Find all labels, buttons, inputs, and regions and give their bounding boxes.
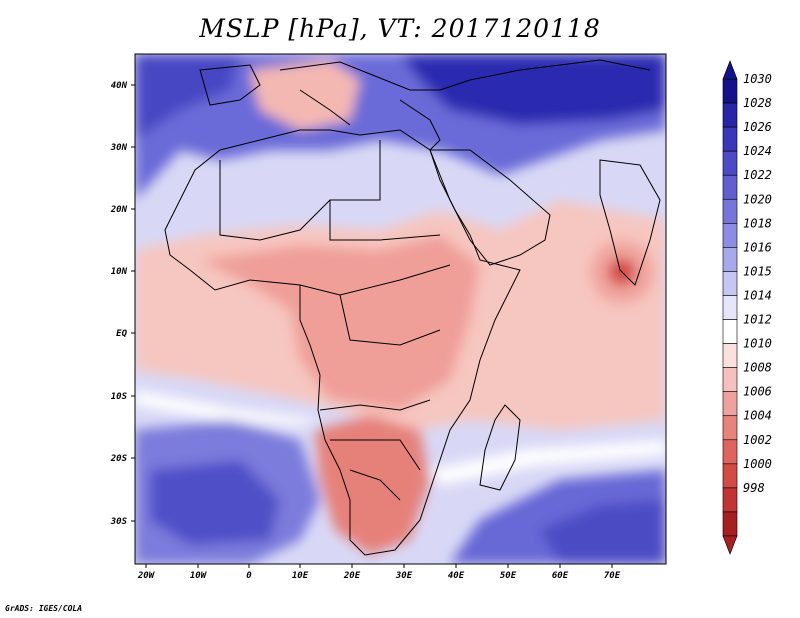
colorbar-swatch xyxy=(722,174,738,200)
colorbar-label: 1016 xyxy=(743,240,772,254)
lon-label: 10W xyxy=(190,571,208,581)
credit-text: GrADS: IGES/COLA xyxy=(5,604,83,613)
lat-label: 10N xyxy=(111,267,128,277)
colorbar-label: 998 xyxy=(743,481,765,495)
colorbar-label: 1022 xyxy=(743,168,772,182)
colorbar-swatch xyxy=(722,223,738,248)
lat-label: 20N xyxy=(110,205,128,215)
colorbar-label: 1014 xyxy=(743,288,772,302)
lon-label: 20E xyxy=(343,571,361,581)
colorbar-label: 1008 xyxy=(743,361,772,375)
lat-label: 40N xyxy=(111,81,128,91)
colorbar-label: 1002 xyxy=(743,433,772,447)
lat-label: 20S xyxy=(110,454,128,464)
colorbar-label: 1028 xyxy=(743,96,772,110)
colorbar-bottom-arrow xyxy=(722,535,738,555)
colorbar-label: 1006 xyxy=(743,385,772,399)
colorbar-swatch xyxy=(722,126,738,152)
lon-label: 0 xyxy=(246,571,252,581)
lon-label: 70E xyxy=(604,571,621,581)
colorbar-swatch xyxy=(722,415,738,441)
colorbar-swatch xyxy=(722,367,738,392)
colorbar-label: 1010 xyxy=(743,337,772,351)
lon-label: 50E xyxy=(500,571,517,581)
lat-label: EQ xyxy=(116,329,127,339)
colorbar-label: 1026 xyxy=(743,120,772,134)
colorbar-swatch xyxy=(722,295,738,320)
lon-label: 40E xyxy=(448,571,465,581)
colorbar-swatch xyxy=(722,463,738,489)
lat-label: 30S xyxy=(110,517,128,527)
lon-axis: 20W 10W 0 10E 20E 30E 40E 50E 60E 70E xyxy=(137,564,621,581)
colorbar-swatch xyxy=(722,391,738,417)
lon-label: 60E xyxy=(552,571,569,581)
colorbar-top-arrow xyxy=(722,60,738,80)
colorbar-swatch xyxy=(722,439,738,465)
colorbar-label: 1024 xyxy=(743,144,772,158)
colorbar-swatch xyxy=(722,198,738,224)
lat-label: 10S xyxy=(111,392,128,402)
colorbar-swatch xyxy=(722,511,738,537)
lon-label: 10E xyxy=(292,571,309,581)
colorbar-swatch xyxy=(722,102,738,128)
colorbar-swatch xyxy=(722,150,738,176)
map-title: MSLP [hPa], VT: 2017120118 xyxy=(199,14,601,43)
colorbar-label: 1004 xyxy=(743,409,772,423)
coastlines xyxy=(164,59,661,556)
colorbar-label: 1018 xyxy=(743,216,772,230)
colorbar-swatch xyxy=(722,343,738,368)
colorbar-label: 1015 xyxy=(743,264,772,278)
colorbar-swatch xyxy=(722,319,738,344)
colorbar-swatch xyxy=(722,78,738,104)
colorbar-swatch xyxy=(722,487,738,513)
lat-label: 30N xyxy=(110,143,128,153)
colorbar-label: 1012 xyxy=(743,313,772,327)
lon-label: 20W xyxy=(137,571,156,581)
map-frame xyxy=(134,53,667,565)
lat-axis: 40N 30N 20N 10N EQ 10S 20S 30S xyxy=(110,81,135,527)
colorbar: 1030 1028 1026 1024 1022 1020 1018 1016 1015 1014… xyxy=(722,60,772,555)
colorbar-label: 1030 xyxy=(743,72,772,86)
colorbar-swatch xyxy=(722,247,738,272)
colorbar-swatch xyxy=(722,271,738,296)
colorbar-label: 1020 xyxy=(743,192,772,206)
lon-label: 30E xyxy=(395,571,413,581)
colorbar-label: 1000 xyxy=(743,457,772,471)
pressure-field xyxy=(135,54,666,564)
